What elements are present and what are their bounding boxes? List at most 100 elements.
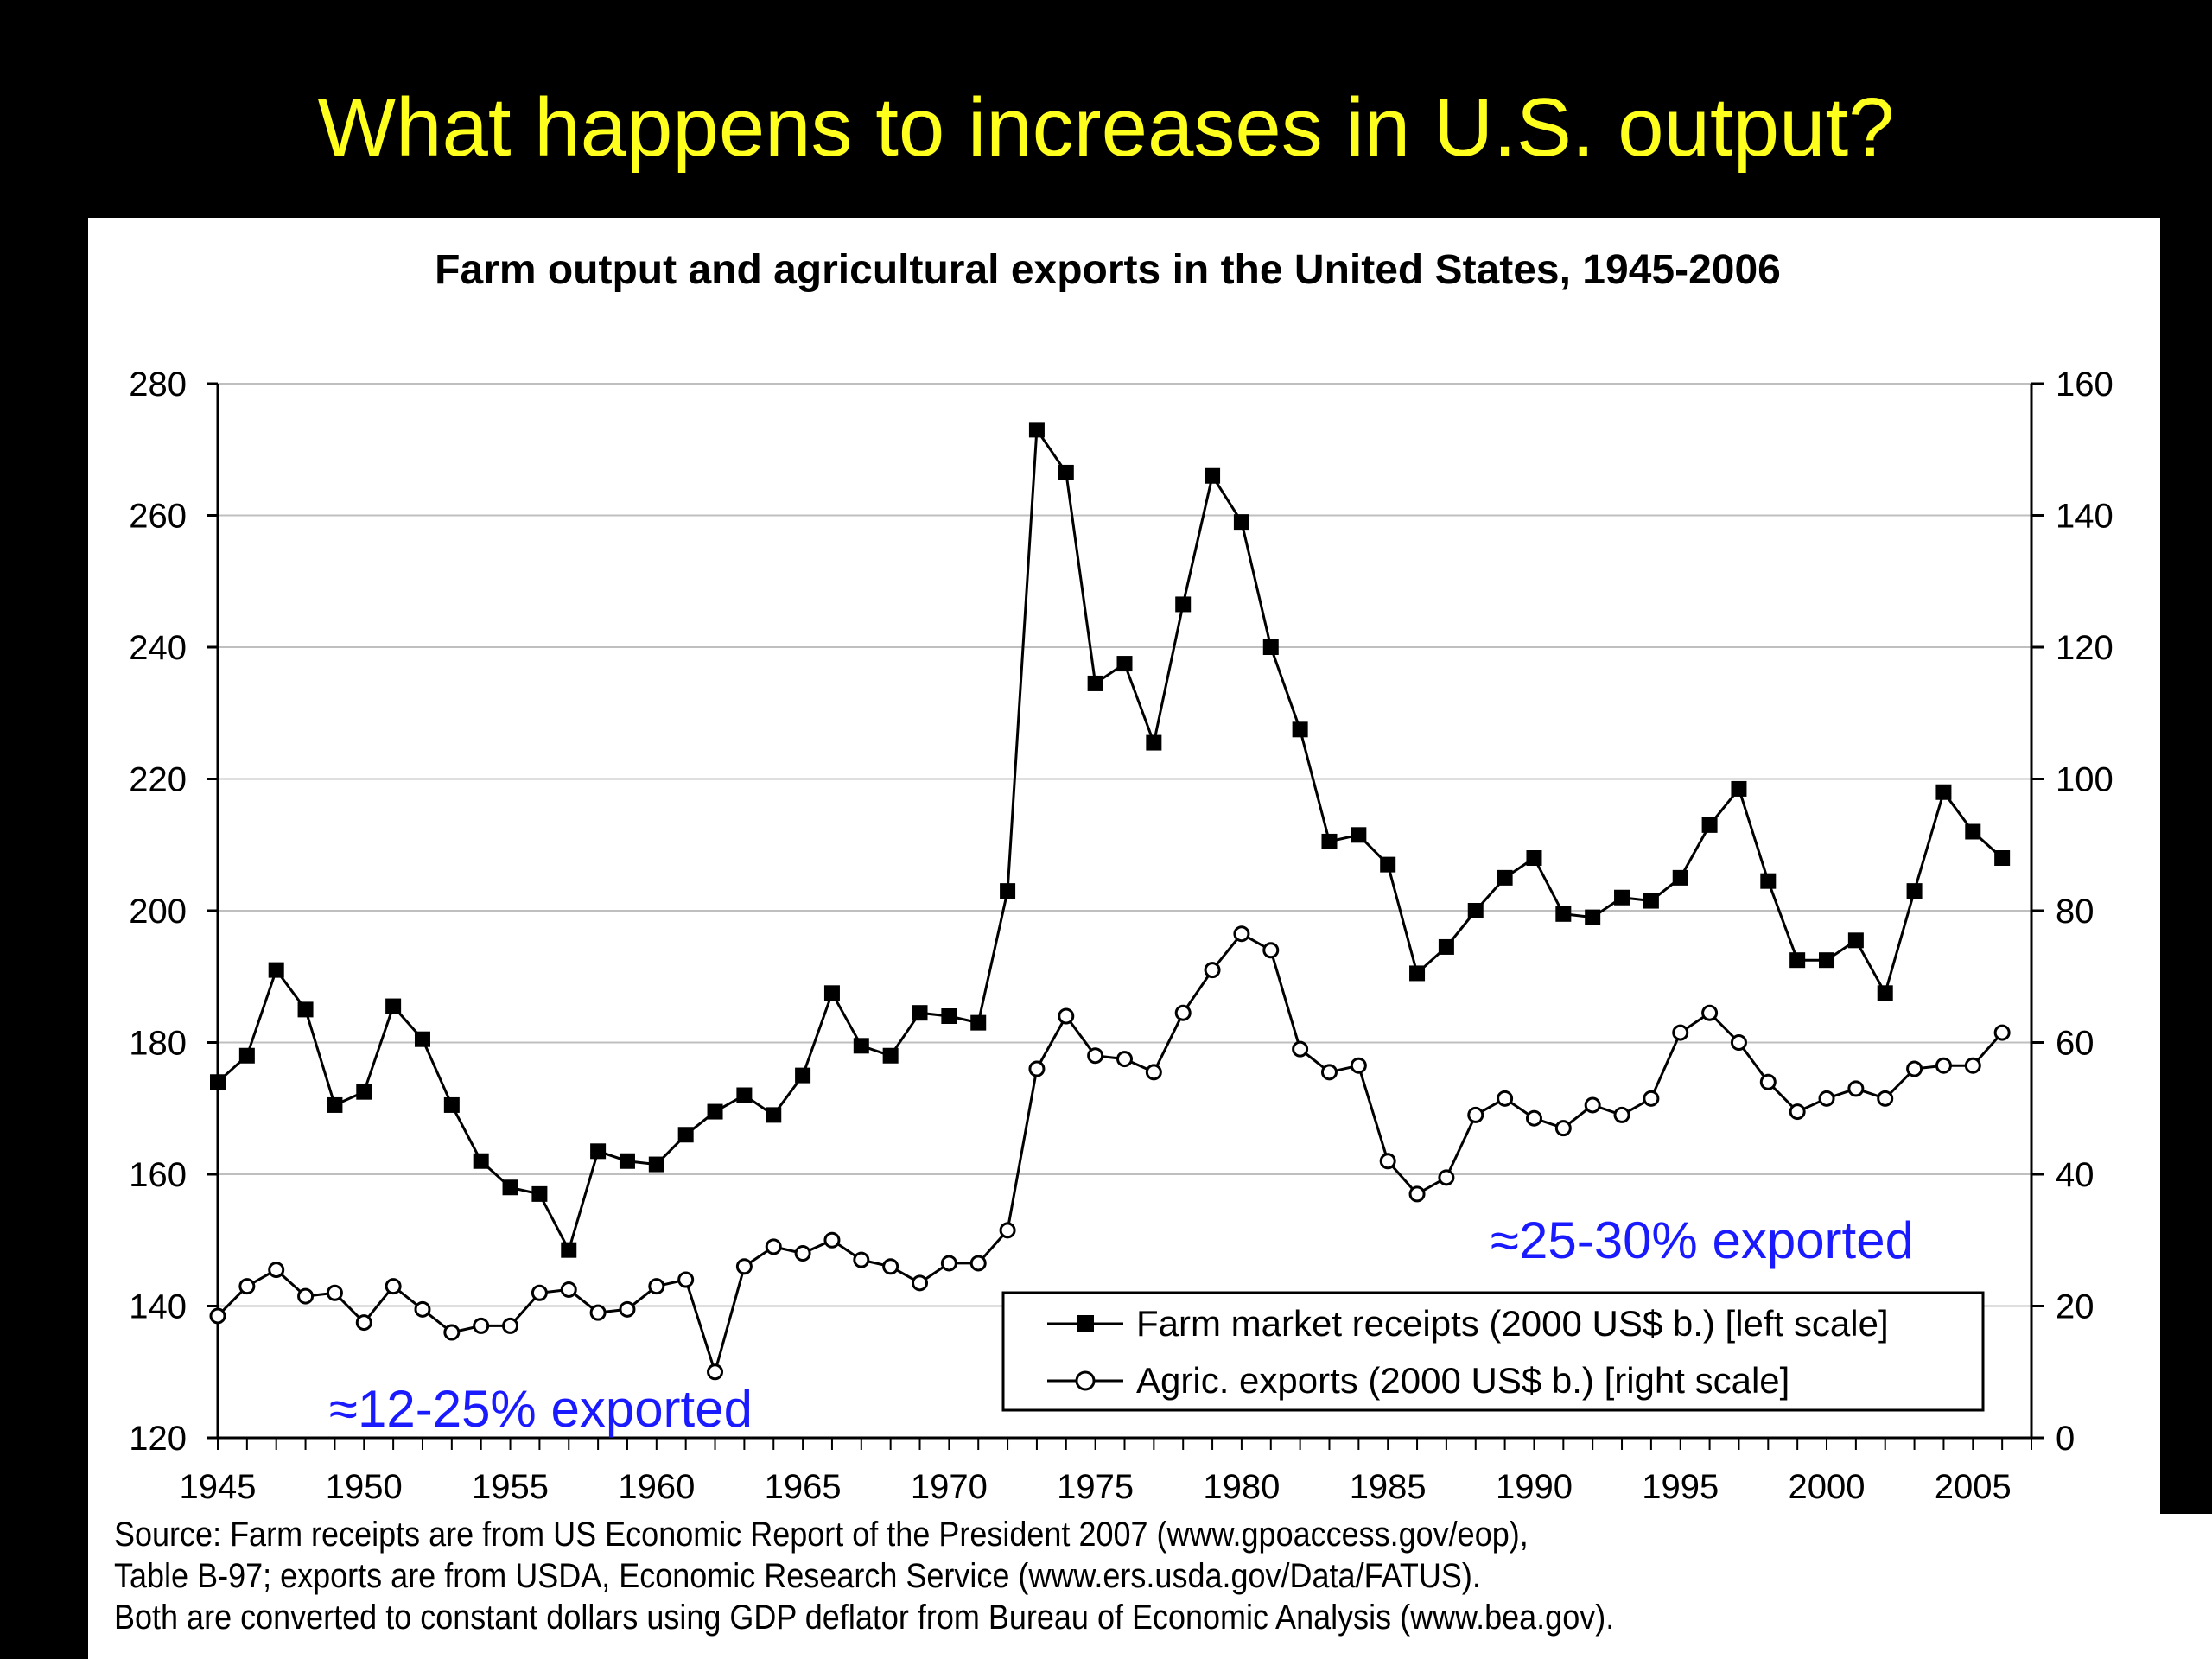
x-axis-tick-label: 1970 [911,1468,988,1506]
exports-point [1847,1080,1865,1097]
exports-point [1759,1073,1777,1090]
receipts-point [1321,833,1338,849]
x-axis-tick-label: 1960 [618,1468,695,1506]
exports-point [853,1251,870,1268]
exports-point [385,1278,402,1295]
right-axis-tick-label: 20 [2056,1288,2094,1326]
receipts-point [1555,906,1572,922]
annotation-low-export: ≈12-25% exported [329,1380,753,1438]
receipts-point [823,985,840,1001]
x-axis-tick-label: 1995 [1642,1468,1719,1506]
receipts-point [356,1084,372,1100]
exports-point [1204,962,1221,979]
exports-point [648,1278,665,1295]
exports-point [1292,1040,1309,1058]
receipts-point [1526,850,1542,866]
exports-point [1028,1060,1046,1077]
receipts-point [1175,596,1192,613]
exports-point [1643,1090,1660,1107]
x-axis-tick-label: 1985 [1350,1468,1427,1506]
left-axis-tick-label: 180 [129,1025,187,1063]
receipts-point [1205,467,1221,484]
receipts-point [1760,873,1777,889]
exports-point [1379,1153,1396,1170]
x-axis-tick-label: 1965 [765,1468,842,1506]
exports-point [1906,1060,1923,1077]
receipts-point [1292,721,1308,738]
receipts-point [1146,734,1162,751]
right-axis-tick-label: 40 [2056,1156,2094,1194]
exports-point [735,1258,753,1275]
receipts-point [1000,883,1016,899]
exports-point [1730,1034,1747,1051]
receipts-point [648,1156,664,1173]
exports-point [677,1271,695,1288]
receipts-point [1585,909,1601,925]
exports-point [912,1274,929,1292]
receipts-point [1701,817,1718,833]
exports-point [940,1255,957,1272]
legend-box [1001,1291,1985,1412]
receipts-point [238,1047,255,1064]
exports-point [238,1278,256,1295]
exports-point [1964,1057,1981,1074]
receipts-point [443,1096,460,1113]
receipts-point [385,998,402,1014]
receipts-point [210,1074,226,1090]
exports-point [1554,1120,1572,1137]
exports-point [1613,1106,1630,1123]
exports-point [1818,1090,1835,1107]
source-line: Source: Farm receipts are from US Econom… [114,1516,1529,1554]
x-axis-tick-label: 1950 [326,1468,403,1506]
exports-point [1935,1057,1952,1074]
receipts-point [677,1127,694,1143]
x-axis-tick-label: 1980 [1203,1468,1280,1506]
exports-point [794,1245,811,1262]
receipts-point [327,1096,343,1113]
exports-point [1320,1064,1338,1081]
receipts-point [1409,965,1426,982]
exports-point [1993,1024,2011,1041]
exports-point [560,1281,577,1298]
left-axis-tick-label: 220 [129,761,187,799]
exports-point [707,1363,724,1381]
right-axis-tick-label: 60 [2056,1025,2094,1063]
exports-point [765,1238,782,1255]
receipts-point [1467,903,1484,918]
left-axis-tick-label: 140 [129,1288,187,1326]
x-axis-tick-label: 2005 [1935,1468,2012,1506]
receipts-point [1877,985,1893,1001]
exports-point [268,1262,285,1279]
receipts-point [1936,784,1952,800]
exports-point [1408,1185,1426,1203]
exports-point [1116,1051,1133,1068]
exports-point [1672,1024,1689,1041]
receipts-point [1116,656,1133,672]
exports-point [619,1300,636,1318]
source-line: Both are converted to constant dollars u… [114,1599,1615,1637]
right-axis-tick-label: 140 [2056,498,2113,536]
receipts-point [795,1067,811,1084]
left-axis-tick-label: 240 [129,629,187,667]
receipts-point [1058,464,1074,480]
x-axis-tick-label: 1975 [1057,1468,1134,1506]
exports-point [1438,1169,1455,1186]
receipts-point [1438,938,1454,955]
exports-point [209,1307,226,1325]
receipts-point [941,1008,957,1024]
receipts-point [882,1047,899,1064]
left-axis-tick-label: 200 [129,893,187,931]
receipts-point [473,1153,489,1169]
series-layer [209,422,2011,1381]
exports-point [297,1287,315,1305]
annotation-high-export: ≈25-30% exported [1491,1211,1914,1269]
receipts-point [1847,932,1864,949]
exports-point [1497,1090,1514,1107]
exports-point [1350,1057,1367,1074]
exports-point [1174,1004,1192,1021]
exports-point [502,1317,519,1334]
receipts-point [1672,869,1688,886]
legend: Farm market receipts (2000 US$ b.) [left… [1001,1291,1985,1412]
exports-point [355,1314,372,1332]
exports-point [1467,1106,1484,1123]
